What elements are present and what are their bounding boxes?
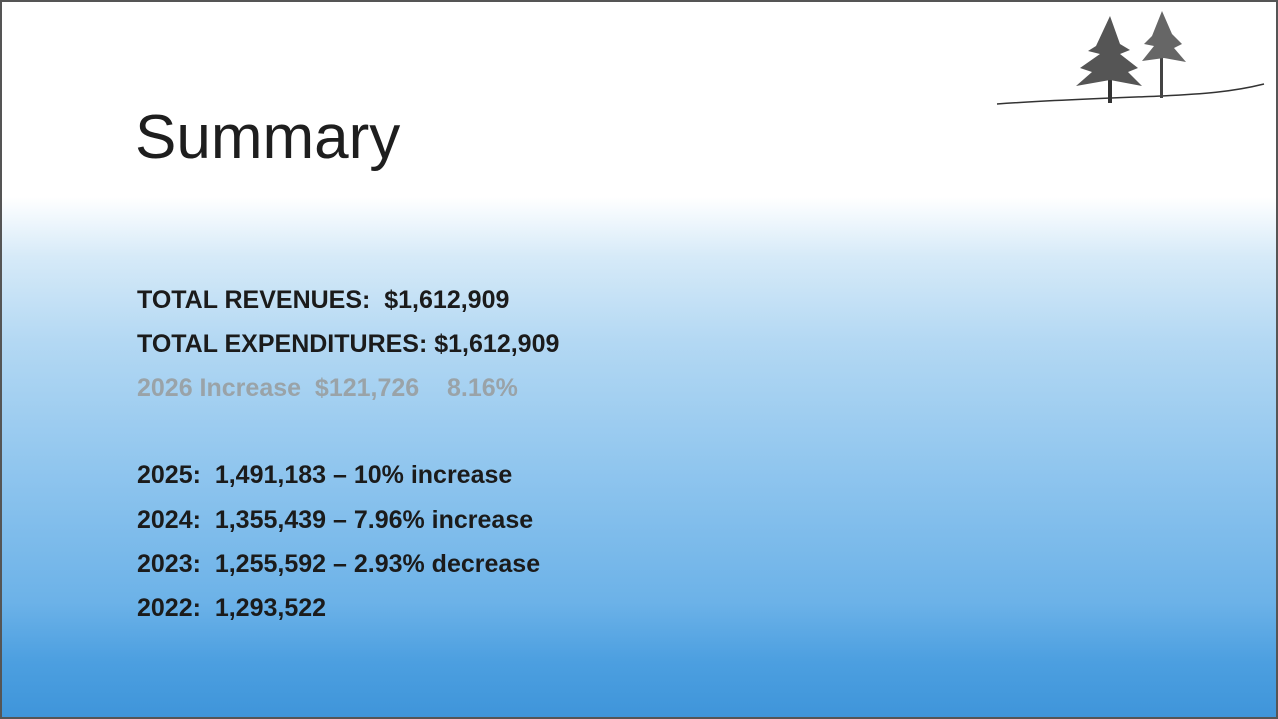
history-line: 2024: 1,355,439 – 7.96% increase — [137, 506, 534, 534]
slide-title: Summary — [135, 103, 401, 172]
tree-illustration — [996, 11, 1265, 105]
total-line: TOTAL REVENUES: $1,612,909 — [137, 286, 510, 314]
history-line: 2022: 1,293,522 — [137, 594, 327, 622]
total-line: TOTAL EXPENDITURES: $1,612,909 — [137, 330, 560, 358]
history-line: 2023: 1,255,592 – 2.93% decrease — [137, 550, 541, 578]
increase-line: 2026 Increase $121,726 8.16% — [137, 374, 518, 402]
history-line: 2025: 1,491,183 – 10% increase — [137, 461, 513, 489]
